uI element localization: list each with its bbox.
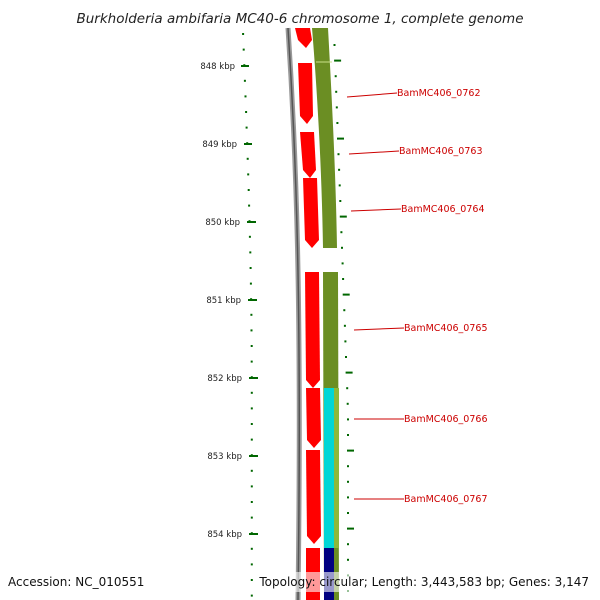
right-tick	[347, 496, 349, 499]
minor-tick	[247, 189, 250, 191]
gene-arrow[interactable]	[306, 450, 321, 544]
minor-tick	[250, 329, 253, 332]
accession-text: Accession: NC_010551	[8, 575, 144, 589]
minor-tick	[245, 126, 248, 129]
gene-label-0767[interactable]: BamMC406_0767	[404, 494, 487, 505]
minor-tick	[242, 33, 245, 35]
right-tick	[334, 75, 337, 78]
gene-label-0764[interactable]: BamMC406_0764	[401, 204, 484, 215]
right-tick	[344, 340, 347, 343]
gene-arrow[interactable]	[305, 272, 320, 388]
right-tick	[347, 527, 354, 530]
kbp-label-848: 848 kbp	[200, 62, 235, 72]
minor-tick	[243, 79, 246, 82]
right-tick	[337, 137, 344, 140]
right-tick	[347, 418, 349, 421]
minor-tick	[250, 547, 253, 550]
gene-arrow[interactable]	[306, 388, 321, 448]
right-tick	[339, 215, 347, 218]
minor-tick	[246, 157, 249, 160]
minor-tick	[250, 391, 253, 394]
right-tick	[336, 122, 339, 124]
kbp-label-849: 849 kbp	[202, 140, 237, 150]
right-tick	[335, 106, 338, 109]
right-tick	[343, 324, 346, 327]
right-tick	[345, 371, 353, 374]
gene-label-0762[interactable]: BamMC406_0762	[397, 88, 480, 99]
topology-text: Topology: circular; Length: 3,443,583 bp…	[258, 575, 589, 589]
kbp-label-852: 852 kbp	[207, 374, 242, 384]
map-title: Burkholderia ambifaria MC40-6 chromosome…	[76, 11, 523, 27]
minor-tick	[250, 313, 253, 316]
right-tick	[345, 356, 347, 358]
backbone-track	[285, 27, 302, 600]
rna-feature[interactable]	[324, 388, 334, 548]
minor-tick	[245, 111, 248, 113]
minor-tick	[249, 282, 252, 285]
right-tick	[340, 231, 343, 234]
right-tick	[334, 59, 342, 62]
minor-tick	[242, 48, 245, 51]
minor-tick	[250, 579, 253, 581]
gene-label-0765[interactable]: BamMC406_0765	[404, 323, 487, 334]
minor-tick	[247, 173, 250, 176]
minor-tick-column	[242, 33, 253, 597]
right-tick	[342, 278, 345, 280]
gene-arrow[interactable]	[300, 132, 316, 178]
gene-arrow[interactable]	[298, 63, 313, 124]
right-tick	[339, 200, 342, 202]
minor-tick	[244, 95, 247, 98]
right-tick	[347, 558, 349, 561]
minor-tick	[248, 235, 251, 238]
minor-tick	[250, 594, 253, 597]
minor-tick	[250, 485, 253, 488]
right-tick	[347, 449, 354, 452]
kbp-scale: 848 kbp 849 kbp 850 kbp 851 kbp 852 kbp …	[200, 62, 258, 540]
right-tick	[347, 434, 349, 436]
right-tick	[346, 387, 349, 390]
minor-tick	[250, 563, 253, 566]
minor-tick	[250, 345, 253, 347]
right-tick	[343, 309, 346, 312]
minor-tick	[250, 501, 253, 503]
footer-backdrop	[255, 572, 600, 592]
gene-arrow[interactable]	[295, 28, 312, 48]
right-tick	[333, 44, 336, 46]
right-tick	[341, 262, 344, 265]
right-tick	[337, 153, 340, 156]
right-tick	[338, 168, 341, 171]
minor-tick	[250, 516, 253, 519]
gene-label-0763[interactable]: BamMC406_0763	[399, 146, 482, 157]
kbp-label-853: 853 kbp	[207, 452, 242, 462]
right-tick	[347, 480, 349, 483]
right-tick	[347, 465, 349, 468]
gene-label-0766[interactable]: BamMC406_0766	[404, 414, 487, 425]
right-tick	[346, 402, 349, 405]
gene-labels: BamMC406_0762 BamMC406_0763 BamMC406_076…	[346, 88, 487, 505]
minor-tick	[250, 469, 253, 472]
minor-tick	[250, 438, 253, 441]
right-tick	[338, 184, 341, 187]
gene-arrow[interactable]	[303, 178, 319, 248]
right-tick	[347, 512, 349, 514]
minor-tick	[249, 267, 252, 269]
minor-tick	[248, 204, 251, 207]
right-tick	[335, 90, 338, 93]
right-tick	[347, 543, 349, 546]
kbp-label-854: 854 kbp	[207, 530, 242, 540]
kbp-label-851: 851 kbp	[206, 296, 241, 306]
right-tick	[342, 293, 350, 296]
feature-band-track	[324, 388, 334, 600]
minor-tick	[250, 360, 253, 363]
minor-tick	[249, 251, 252, 254]
right-tick	[341, 246, 343, 249]
minor-tick	[250, 407, 253, 410]
kbp-label-850: 850 kbp	[205, 218, 240, 228]
minor-tick	[250, 423, 253, 425]
right-tick-column	[333, 44, 354, 592]
